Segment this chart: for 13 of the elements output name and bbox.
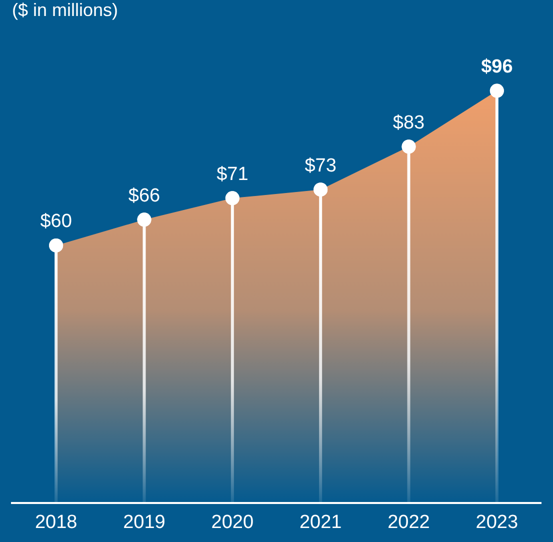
data-label: $83 [392,112,425,134]
data-label: $66 [128,185,160,206]
x-tick-label: 2021 [299,512,342,533]
data-label: $73 [304,155,336,176]
x-tick-label: 2018 [34,512,78,533]
data-label: $96 [481,56,513,78]
chart-subtitle: ($ in millions) [12,0,118,20]
x-tick-label: 2023 [476,512,518,533]
x-tick-label: 2022 [388,512,430,533]
data-label: $71 [216,164,248,185]
x-tick-label: 2020 [211,512,254,533]
x-tick-label: 2019 [123,512,166,533]
data-label: $60 [40,211,72,232]
